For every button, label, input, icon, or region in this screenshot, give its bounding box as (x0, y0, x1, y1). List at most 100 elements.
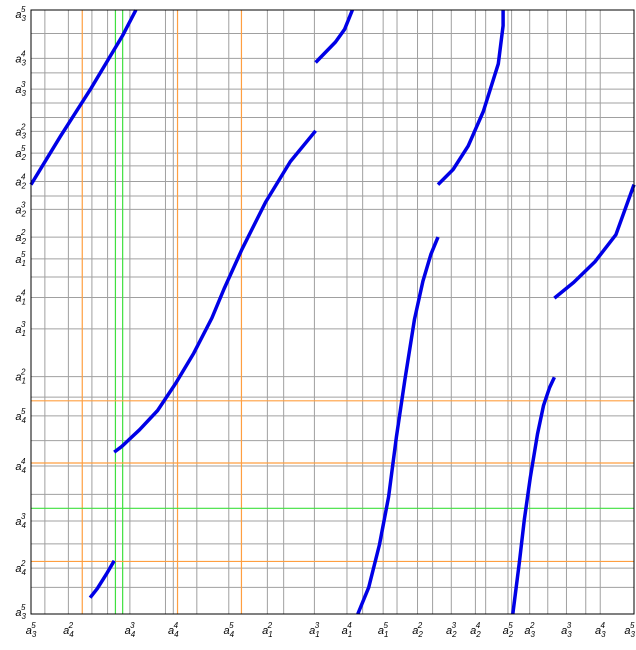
x-tick-label-text: a44 (168, 621, 179, 639)
tick-base: a (262, 625, 268, 637)
curve-segment-3 (113, 129, 317, 454)
y-tick-label-text: a34 (15, 49, 26, 67)
y-tick-label-text: a22 (15, 228, 26, 246)
x-tick-label: a23 (446, 621, 457, 639)
x-tick-label-text: a24 (470, 621, 481, 639)
y-tick-label: a15 (15, 250, 26, 268)
tick-superscript: 4 (21, 173, 26, 182)
tick-subscript: 3 (601, 630, 606, 639)
tick-subscript: 1 (315, 630, 319, 639)
tick-subscript: 3 (22, 131, 27, 140)
tick-subscript: 4 (22, 568, 27, 577)
tick-base: a (15, 232, 21, 244)
y-tick-label: a45 (15, 407, 26, 425)
tick-base: a (15, 9, 21, 21)
tick-superscript: 5 (21, 5, 26, 14)
y-tick-label-text: a15 (15, 250, 26, 268)
y-tick-label: a43 (15, 512, 26, 530)
tick-subscript: 4 (22, 466, 27, 475)
series-layer (29, 9, 636, 615)
tick-superscript: 5 (21, 407, 26, 416)
y-tick-label: a33 (15, 80, 26, 98)
tick-subscript: 1 (22, 377, 26, 386)
x-tick-label-text: a14 (342, 621, 353, 639)
tick-subscript: 3 (22, 58, 27, 67)
y-tick-label: a25 (15, 144, 26, 162)
tick-base: a (15, 372, 21, 384)
y-tick-label: a13 (15, 320, 26, 338)
y-tick-labels: a35a42a43a44a45a12a13a14a15a22a23a24a25a… (15, 5, 26, 621)
tick-superscript: 3 (315, 621, 320, 630)
y-tick-label: a24 (15, 173, 26, 191)
x-tick-label-text: a32 (524, 621, 535, 639)
tick-base: a (15, 607, 21, 619)
y-tick-label-text: a32 (15, 122, 26, 140)
tick-superscript: 3 (21, 200, 26, 209)
curve-segment-4 (88, 559, 116, 599)
tick-superscript: 4 (21, 457, 26, 466)
tick-subscript: 4 (230, 630, 235, 639)
tick-subscript: 4 (22, 521, 27, 530)
y-tick-label: a44 (15, 457, 26, 475)
tick-subscript: 2 (508, 630, 514, 639)
highlight-layer (31, 10, 634, 614)
tick-base: a (342, 625, 348, 637)
tick-superscript: 4 (347, 621, 352, 630)
tick-subscript: 3 (22, 89, 27, 98)
tick-superscript: 2 (20, 368, 26, 377)
tick-superscript: 3 (21, 80, 26, 89)
tick-base: a (26, 625, 32, 637)
y-tick-label: a14 (15, 289, 26, 307)
x-tick-labels: a35 a42 a43 a44 a45 a12 a13 a14 a15 a22 a23 a24 a25 a… (26, 621, 636, 639)
y-tick-label: a22 (15, 228, 26, 246)
tick-subscript: 1 (348, 630, 352, 639)
x-tick-label: a13 (309, 621, 320, 639)
curve-segment-7 (511, 376, 556, 615)
tick-base: a (15, 204, 21, 216)
tick-base: a (63, 625, 69, 637)
tick-superscript: 5 (229, 621, 234, 630)
tick-superscript: 5 (630, 621, 635, 630)
y-tick-label-text: a35 (15, 603, 26, 621)
x-tick-label-text: a45 (223, 621, 234, 639)
tick-superscript: 4 (21, 289, 26, 298)
tick-base: a (168, 625, 174, 637)
tick-superscript: 3 (21, 512, 26, 521)
curve-segment-6 (356, 236, 440, 615)
tick-base: a (446, 625, 452, 637)
tick-base: a (15, 324, 21, 336)
tick-base: a (15, 148, 21, 160)
y-tick-label: a34 (15, 49, 26, 67)
tick-base: a (561, 625, 567, 637)
curve-segment-2 (314, 9, 355, 64)
frame-layer (30, 9, 635, 615)
tick-subscript: 2 (451, 630, 457, 639)
tick-subscript: 4 (69, 630, 74, 639)
x-tick-label: a42 (63, 621, 74, 639)
tick-superscript: 2 (20, 559, 26, 568)
tick-base: a (15, 516, 21, 528)
tick-base: a (624, 625, 630, 637)
tick-base: a (125, 625, 131, 637)
tick-subscript: 2 (475, 630, 481, 639)
x-tick-label: a43 (125, 621, 136, 639)
curve-segment-5 (436, 10, 505, 186)
tick-subscript: 4 (174, 630, 179, 639)
tick-base: a (15, 126, 21, 138)
x-tick-label: a15 (378, 621, 389, 639)
curve-segment-8 (553, 184, 636, 300)
y-tick-label-text: a24 (15, 173, 26, 191)
x-tick-label: a45 (223, 621, 234, 639)
x-tick-label: a35 (624, 621, 635, 639)
x-tick-label-text: a43 (125, 621, 136, 639)
tick-superscript: 4 (476, 621, 481, 630)
y-tick-label: a42 (15, 559, 26, 577)
tick-base: a (470, 625, 476, 637)
tick-base: a (15, 411, 21, 423)
x-tick-label-text: a12 (262, 621, 273, 639)
tick-superscript: 5 (508, 621, 513, 630)
tick-superscript: 4 (601, 621, 606, 630)
tick-subscript: 2 (21, 209, 27, 218)
x-tick-label-text: a13 (309, 621, 320, 639)
